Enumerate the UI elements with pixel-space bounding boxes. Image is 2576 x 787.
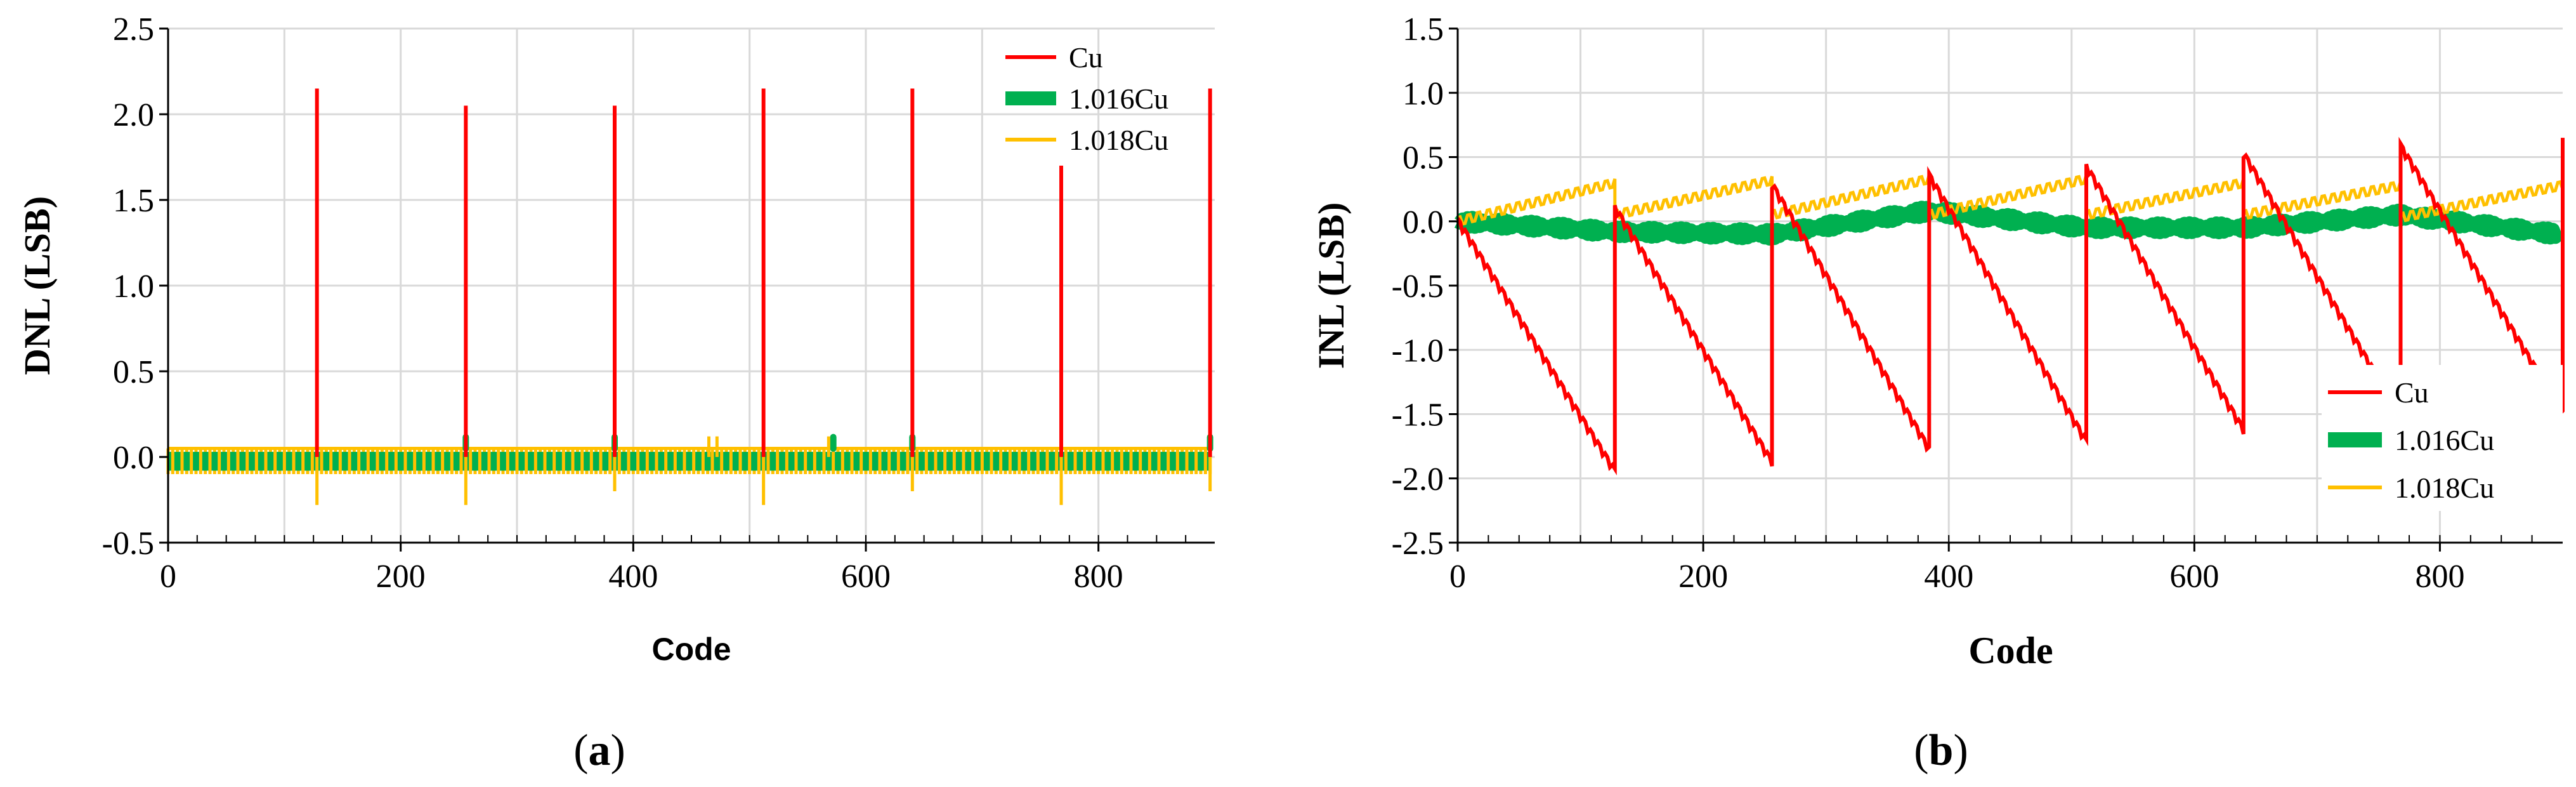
inl-legend-cu: Cu — [2395, 376, 2429, 409]
dnl-ytick-label: 2.0 — [113, 97, 154, 133]
inl-ytick-label: 0.5 — [1402, 140, 1444, 176]
inl-xtick-label: 600 — [2169, 559, 2219, 595]
caption-b: (b) — [1914, 726, 1968, 775]
inl-xtick-label: 200 — [1678, 559, 1728, 595]
inl-ytick-label: -2.0 — [1392, 461, 1444, 498]
dnl-series — [166, 88, 1213, 505]
inl-legend: Cu 1.016Cu 1.018Cu — [2328, 376, 2494, 504]
inl-ylabel: INL (LSB) — [1311, 202, 1352, 369]
inl-1018cu-line — [1457, 175, 2565, 226]
dnl-legend-cu: Cu — [1069, 41, 1103, 74]
dnl-ytick-label: 0.0 — [113, 440, 154, 476]
inl-1016cu-line — [1453, 201, 2565, 246]
dnl-ytick-label: 0.5 — [113, 354, 154, 390]
dnl-1018cu-ticks — [171, 448, 1207, 474]
dnl-xtick-label: 400 — [608, 559, 658, 595]
dnl-ytick-label: 2.5 — [113, 11, 154, 48]
inl-xtick-label: 800 — [2415, 559, 2464, 595]
inl-legend-1018cu: 1.018Cu — [2395, 472, 2494, 504]
inl-ytick-label: 1.0 — [1402, 76, 1444, 112]
inl-ticks: -2.5 -2.0 -1.5 -1.0 -0.5 0.0 0.5 1.0 1.5 0 200 400 6… — [1392, 11, 2533, 595]
inl-ytick-label: 1.5 — [1402, 11, 1444, 48]
dnl-xtick-label: 0 — [160, 559, 176, 595]
dnl-legend-1018cu: 1.018Cu — [1069, 124, 1168, 156]
caption-a: (a) — [573, 726, 625, 775]
inl-ytick-label: -1.0 — [1392, 333, 1444, 369]
inl-xtick-label: 400 — [1924, 559, 1973, 595]
dnl-chart: -0.5 0.0 0.5 1.0 1.5 2.0 2.5 0 200 400 600 800 DNL … — [16, 11, 1215, 775]
dnl-1016cu-band — [168, 451, 1210, 471]
dnl-xtick-label: 600 — [841, 559, 891, 595]
dnl-ytick-label: -0.5 — [102, 526, 154, 562]
inl-ytick-label: -0.5 — [1392, 268, 1444, 305]
inl-xtick-label: 0 — [1449, 559, 1466, 595]
dnl-xlabel: Code — [652, 632, 731, 667]
inl-ytick-label: -2.5 — [1392, 526, 1444, 562]
dnl-xtick-label: 800 — [1074, 559, 1123, 595]
dnl-legend-1016cu: 1.016Cu — [1069, 83, 1168, 115]
dnl-grid — [168, 27, 1215, 543]
dnl-ytick-label: 1.5 — [113, 183, 154, 219]
dnl-legend: Cu 1.016Cu 1.018Cu — [1005, 41, 1168, 156]
dnl-1016cu-spike — [830, 433, 837, 452]
inl-ytick-label: -1.5 — [1392, 397, 1444, 433]
dnl-xtick-label: 200 — [376, 559, 426, 595]
inl-legend-1016cu: 1.016Cu — [2395, 424, 2494, 456]
inl-chart: -2.5 -2.0 -1.5 -1.0 -0.5 0.0 0.5 1.0 1.5 0 200 400 6… — [1311, 11, 2565, 775]
inl-xlabel: Code — [1968, 630, 2053, 671]
inl-ytick-label: 0.0 — [1402, 204, 1444, 241]
dnl-ytick-label: 1.0 — [113, 268, 154, 305]
dnl-ylabel: DNL (LSB) — [16, 196, 58, 375]
dnl-ticks: -0.5 0.0 0.5 1.0 1.5 2.0 2.5 0 200 400 600 800 — [102, 11, 1187, 595]
